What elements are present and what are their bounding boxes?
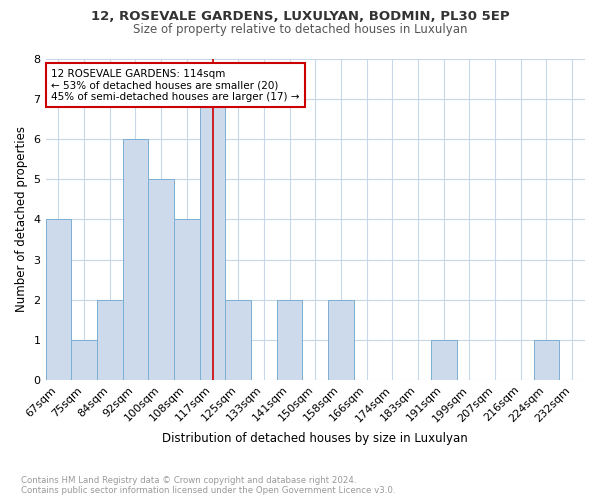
Text: 12 ROSEVALE GARDENS: 114sqm
← 53% of detached houses are smaller (20)
45% of sem: 12 ROSEVALE GARDENS: 114sqm ← 53% of det… xyxy=(51,68,299,102)
Bar xyxy=(71,340,97,380)
Bar xyxy=(97,300,122,380)
Y-axis label: Number of detached properties: Number of detached properties xyxy=(15,126,28,312)
Bar xyxy=(533,340,559,380)
X-axis label: Distribution of detached houses by size in Luxulyan: Distribution of detached houses by size … xyxy=(163,432,468,445)
Bar xyxy=(122,139,148,380)
Bar xyxy=(328,300,354,380)
Bar xyxy=(46,220,71,380)
Text: Contains HM Land Registry data © Crown copyright and database right 2024.
Contai: Contains HM Land Registry data © Crown c… xyxy=(21,476,395,495)
Bar xyxy=(148,180,174,380)
Bar xyxy=(226,300,251,380)
Text: Size of property relative to detached houses in Luxulyan: Size of property relative to detached ho… xyxy=(133,22,467,36)
Bar xyxy=(174,220,200,380)
Bar xyxy=(277,300,302,380)
Bar xyxy=(431,340,457,380)
Text: 12, ROSEVALE GARDENS, LUXULYAN, BODMIN, PL30 5EP: 12, ROSEVALE GARDENS, LUXULYAN, BODMIN, … xyxy=(91,10,509,23)
Bar xyxy=(200,99,226,380)
